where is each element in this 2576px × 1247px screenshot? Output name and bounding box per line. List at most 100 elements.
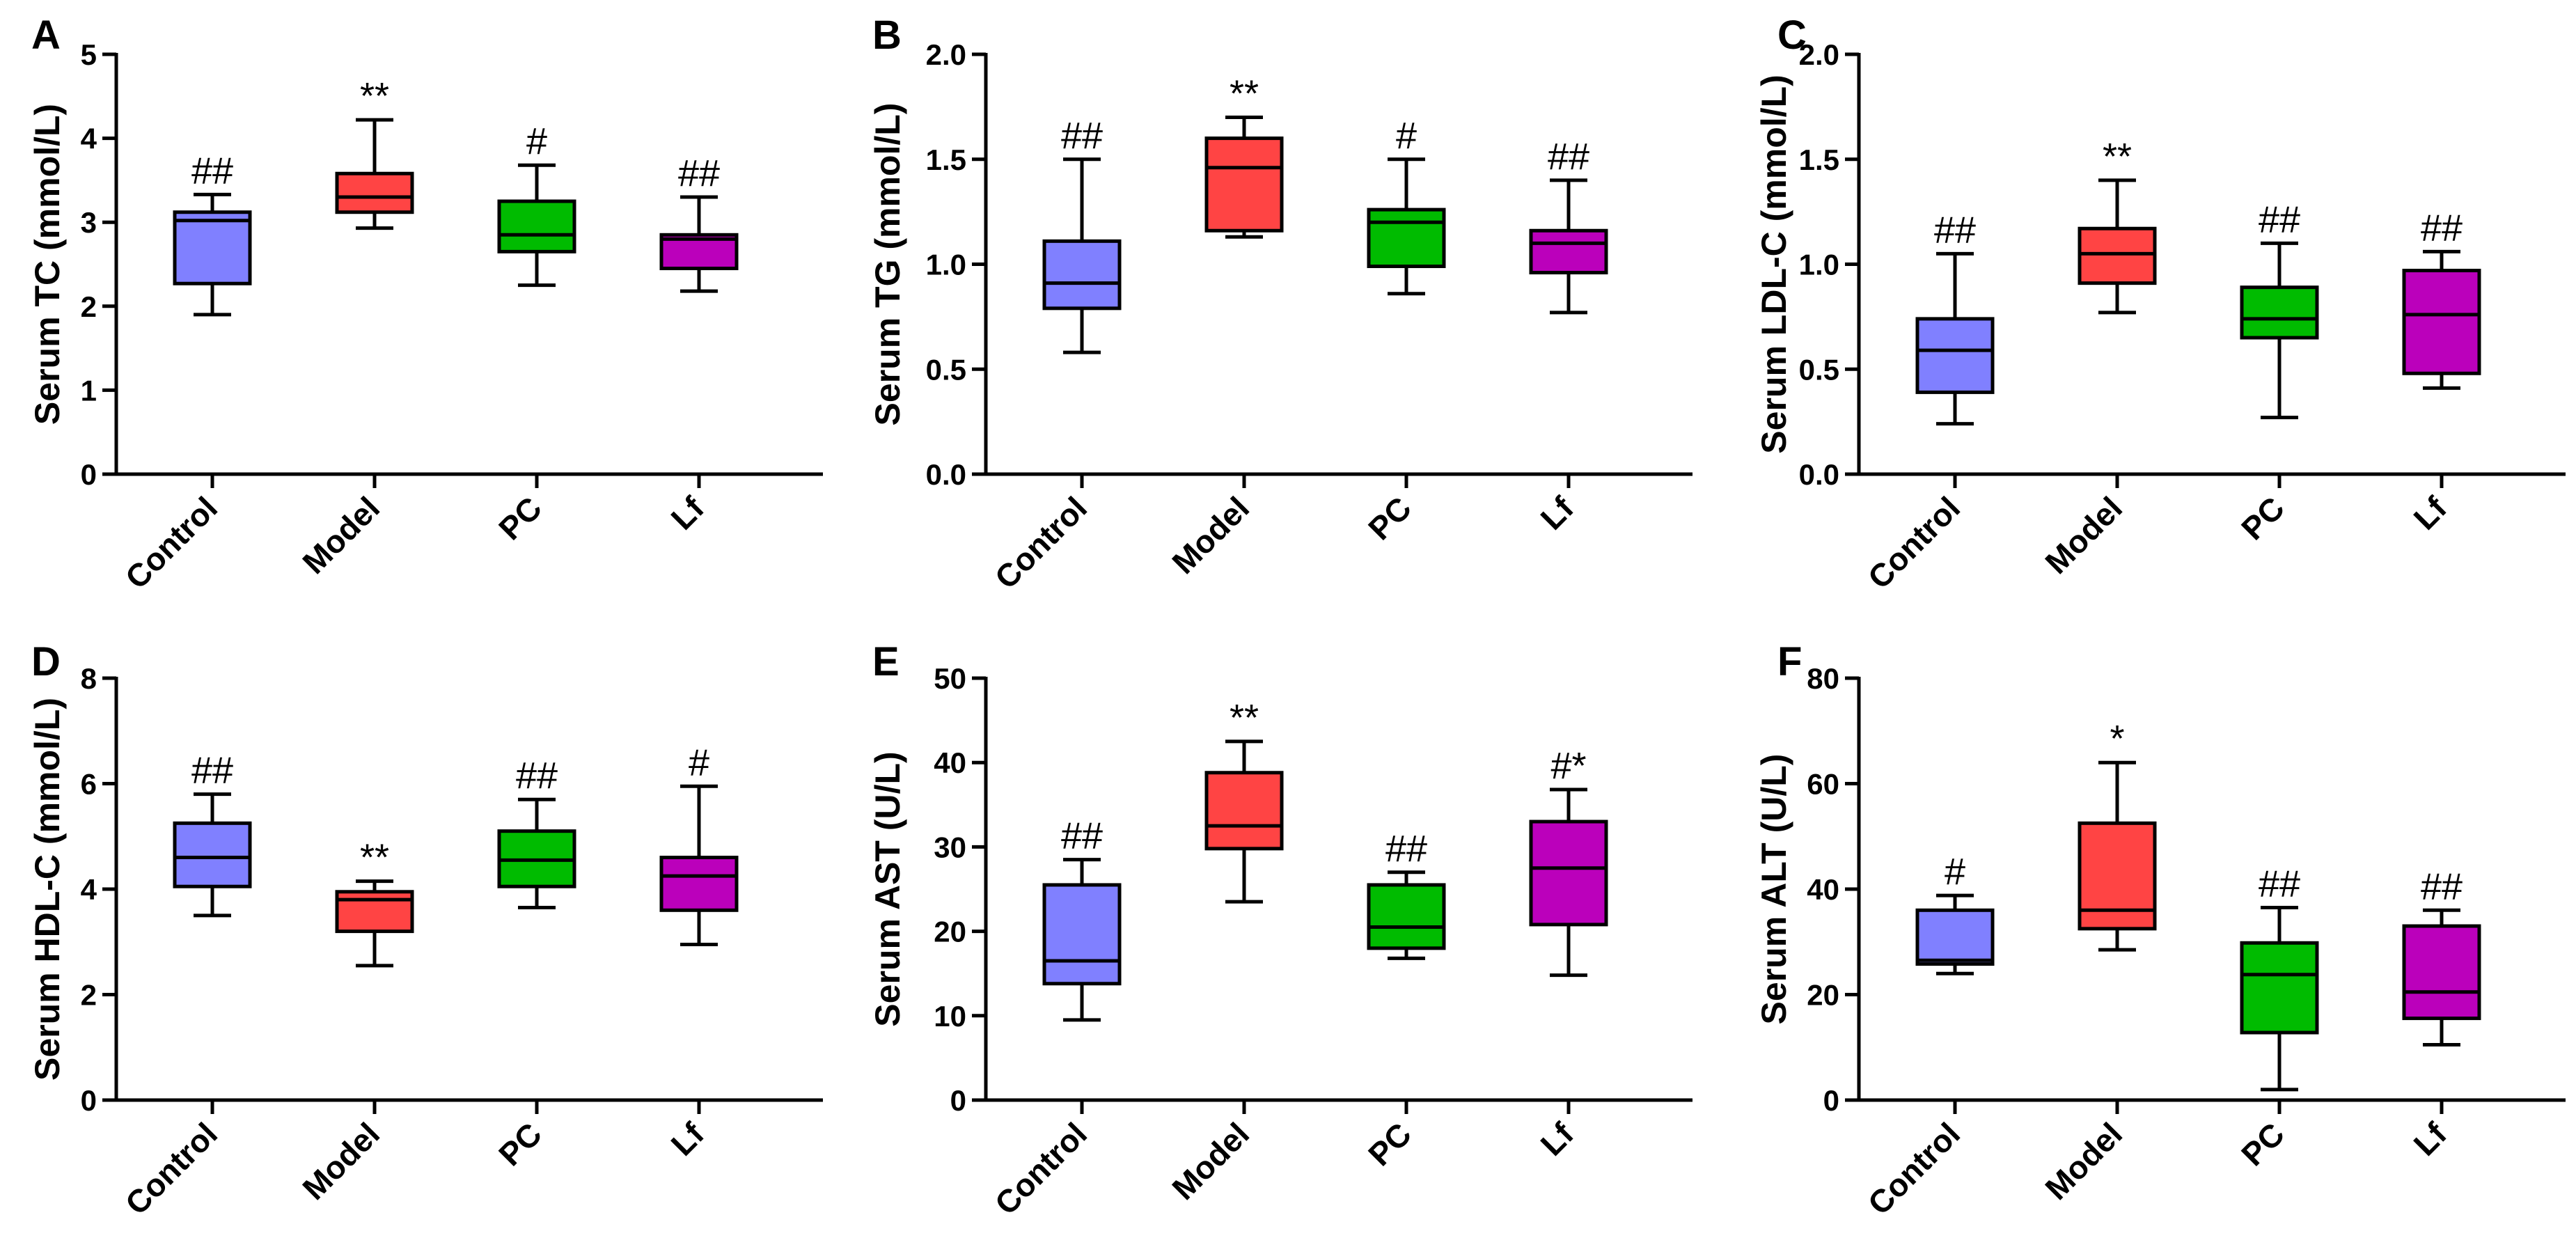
y-tick-label: 80 <box>1807 662 1839 695</box>
y-tick-label: 0.5 <box>1799 353 1839 386</box>
x-tick-label: Model <box>295 489 386 581</box>
iqr-box <box>1042 883 1122 986</box>
panel-e: E Serum AST (U/L) 0 10 20 30 40 50 ## Control ** Mo… <box>868 639 1693 1222</box>
y-tick-label: 10 <box>934 1000 966 1033</box>
x-tick-label: PC <box>2234 1115 2291 1173</box>
iqr-box <box>1367 207 1446 269</box>
y-tick-label: 2 <box>81 290 97 323</box>
panel-letter: C <box>1777 13 1807 58</box>
y-tick-label: 20 <box>934 916 966 948</box>
y-axis-label: Serum TC (mmol/L) <box>28 104 67 425</box>
x-tick-label: PC <box>1361 1115 1418 1173</box>
box-model: ** <box>1204 697 1284 904</box>
iqr-box <box>335 890 414 934</box>
significance-label: ## <box>191 150 233 191</box>
iqr-box <box>1367 883 1446 950</box>
significance-label: ** <box>2103 136 2132 178</box>
box-control: ## <box>1915 209 1995 426</box>
box-pc: # <box>497 120 576 288</box>
y-tick-label: 5 <box>81 38 97 71</box>
x-tick-label: Model <box>2038 1115 2129 1207</box>
y-tick-label: 4 <box>81 123 97 155</box>
y-tick-label: 40 <box>1807 873 1839 906</box>
box-lf: ## <box>659 152 739 293</box>
iqr-box <box>2240 285 2319 340</box>
box-model: ** <box>2078 136 2157 315</box>
x-tick-label: Control <box>118 489 224 595</box>
y-axis-label: Serum HDL-C (mmol/L) <box>28 698 67 1081</box>
significance-label: #* <box>1550 745 1586 787</box>
iqr-box <box>1529 819 1608 927</box>
x-tick-label: Model <box>1165 489 1256 581</box>
iqr-box <box>1529 228 1608 275</box>
y-tick-label: 0.0 <box>926 458 966 491</box>
significance-label: * <box>2110 718 2124 760</box>
box-model: ** <box>1204 72 1284 239</box>
significance-label: ## <box>1548 136 1589 178</box>
x-tick-label: Lf <box>664 1115 712 1163</box>
y-tick-label: 2.0 <box>926 38 966 71</box>
y-tick-label: 1 <box>81 374 97 407</box>
y-tick-label: 0 <box>81 1084 97 1117</box>
y-tick-label: 8 <box>81 662 97 695</box>
box-control: ## <box>173 750 252 918</box>
x-tick-label: Lf <box>2407 489 2454 537</box>
significance-label: # <box>1396 115 1417 157</box>
significance-label: ## <box>678 152 720 194</box>
significance-label: ## <box>516 755 558 797</box>
y-axis-label: Serum AST (U/L) <box>868 751 907 1026</box>
y-axis-label: Serum TG (mmol/L) <box>868 103 907 426</box>
box-pc: # <box>1367 115 1446 296</box>
x-tick-label: PC <box>2234 489 2291 547</box>
y-tick-label: 4 <box>81 873 97 906</box>
x-tick-label: Model <box>295 1115 386 1207</box>
iqr-box <box>497 199 576 253</box>
significance-label: ** <box>1230 697 1259 739</box>
y-tick-label: 30 <box>934 831 966 863</box>
y-tick-label: 3 <box>81 206 97 239</box>
iqr-box <box>2078 821 2157 931</box>
y-axis-label: Serum ALT (U/L) <box>1754 754 1793 1025</box>
panel-letter: D <box>31 639 61 684</box>
significance-label: ## <box>2259 863 2300 905</box>
box-pc: ## <box>497 755 576 910</box>
y-tick-label: 2.0 <box>1799 38 1839 71</box>
y-tick-label: 40 <box>934 746 966 779</box>
x-tick-label: Lf <box>1534 1115 1581 1163</box>
panel-b: B Serum TG (mmol/L) 0.0 0.5 1.0 1.5 2.0 ## Contr… <box>868 13 1693 596</box>
box-lf: # <box>659 742 739 947</box>
box-control: ## <box>1042 115 1122 354</box>
iqr-box <box>1915 908 1995 966</box>
y-tick-label: 1.5 <box>1799 143 1839 176</box>
iqr-box <box>2078 226 2157 285</box>
iqr-box <box>659 856 739 912</box>
x-tick-label: Lf <box>664 489 712 537</box>
x-tick-label: Control <box>1861 1115 1967 1221</box>
iqr-box <box>1915 317 1995 394</box>
x-tick-label: Control <box>988 489 1094 595</box>
x-tick-label: PC <box>1361 489 1418 547</box>
iqr-box <box>2240 941 2319 1035</box>
significance-label: ## <box>2259 198 2300 240</box>
significance-label: # <box>1945 851 1965 893</box>
panel-letter: F <box>1777 639 1802 684</box>
significance-label: ** <box>1230 72 1259 114</box>
box-pc: ## <box>2240 863 2319 1092</box>
significance-label: ** <box>360 837 389 879</box>
y-tick-label: 0 <box>81 458 97 491</box>
box-model: ** <box>335 75 414 230</box>
significance-label: ## <box>2421 207 2463 249</box>
significance-label: ## <box>1385 828 1427 870</box>
box-model: * <box>2078 718 2157 952</box>
box-control: # <box>1915 851 1995 975</box>
y-axis-label: Serum LDL-C (mmol/L) <box>1754 74 1793 453</box>
box-lf: #* <box>1529 745 1608 978</box>
y-tick-label: 0 <box>950 1084 966 1117</box>
iqr-box <box>335 171 414 214</box>
significance-label: # <box>526 120 547 162</box>
significance-label: ## <box>1934 209 1976 251</box>
y-tick-label: 6 <box>81 768 97 801</box>
iqr-box <box>2402 269 2481 375</box>
iqr-box <box>1204 136 1284 233</box>
